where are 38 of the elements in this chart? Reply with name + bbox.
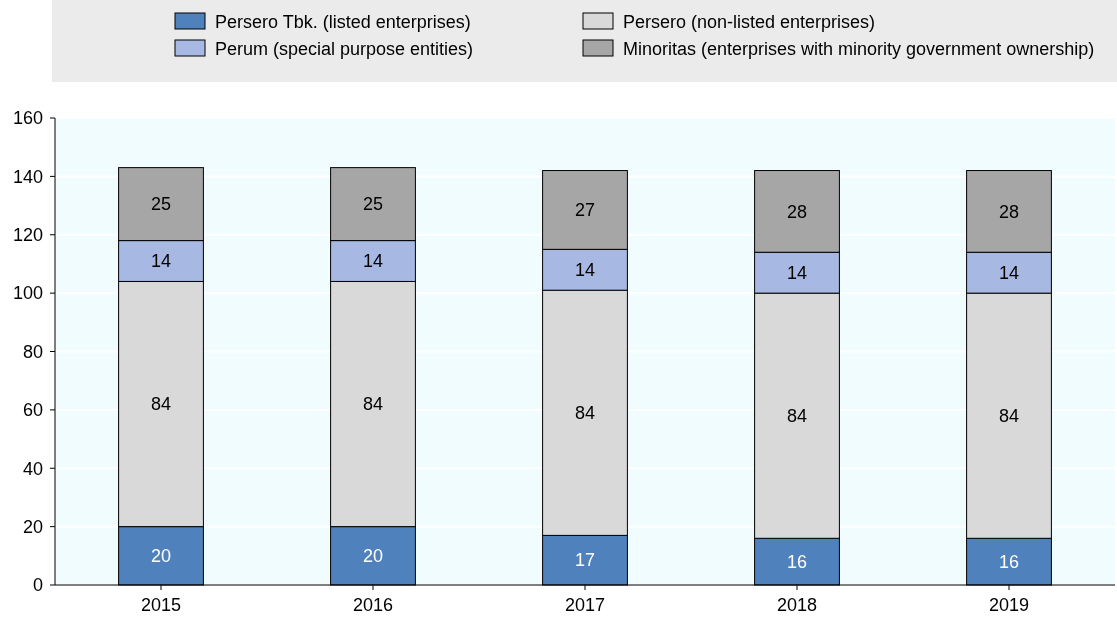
legend-label: Persero (non-listed enterprises) bbox=[623, 12, 876, 33]
y-tick-label: 100 bbox=[12, 283, 43, 304]
y-tick-label: 20 bbox=[22, 516, 43, 537]
legend-label: Perum (special purpose entities) bbox=[215, 39, 474, 60]
data-label: 14 bbox=[150, 251, 172, 272]
data-label: 14 bbox=[362, 251, 384, 272]
x-tick-label: 2018 bbox=[776, 595, 818, 616]
data-label: 16 bbox=[998, 551, 1020, 572]
x-tick-label: 2015 bbox=[140, 595, 182, 616]
data-label: 84 bbox=[574, 403, 596, 424]
x-tick-label: 2016 bbox=[352, 595, 394, 616]
data-label: 28 bbox=[786, 201, 808, 222]
data-label: 14 bbox=[998, 262, 1020, 283]
y-tick-label: 160 bbox=[12, 108, 43, 129]
y-tick-label: 60 bbox=[22, 400, 43, 421]
data-label: 27 bbox=[574, 200, 596, 221]
x-tick-label: 2019 bbox=[988, 595, 1030, 616]
data-label: 25 bbox=[362, 194, 384, 215]
x-tick-label: 2017 bbox=[564, 595, 606, 616]
legend-label: Minoritas (enterprises with minority government ownership) bbox=[623, 39, 1095, 60]
data-label: 84 bbox=[150, 394, 172, 415]
data-label: 84 bbox=[362, 394, 384, 415]
data-label: 20 bbox=[362, 546, 384, 567]
y-tick-label: 0 bbox=[32, 575, 43, 596]
y-tick-label: 120 bbox=[12, 225, 43, 246]
data-label: 28 bbox=[998, 201, 1020, 222]
data-label: 20 bbox=[150, 546, 172, 567]
data-label: 14 bbox=[574, 260, 596, 281]
legend-label: Persero Tbk. (listed enterprises) bbox=[215, 12, 471, 33]
data-label: 16 bbox=[786, 551, 808, 572]
data-label: 17 bbox=[574, 550, 596, 571]
data-label: 84 bbox=[786, 406, 808, 427]
data-label: 25 bbox=[150, 194, 172, 215]
y-tick-label: 140 bbox=[12, 166, 43, 187]
data-label: 84 bbox=[998, 406, 1020, 427]
y-tick-label: 80 bbox=[22, 341, 43, 362]
data-label: 14 bbox=[786, 262, 808, 283]
y-tick-label: 40 bbox=[22, 458, 43, 479]
